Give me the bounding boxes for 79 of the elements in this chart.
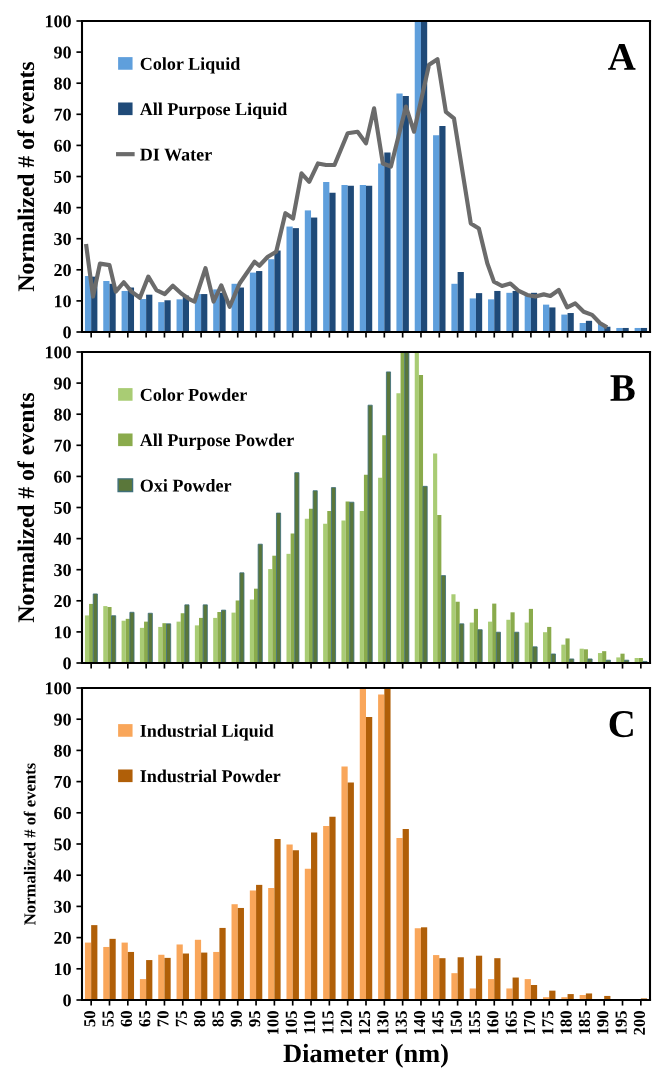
x-tick-label: 70	[157, 1011, 169, 1027]
x-tick-label: 165	[505, 1011, 517, 1035]
x-tick-label: 140	[413, 1011, 426, 1035]
x-tick-label: 145	[432, 1011, 444, 1035]
y-tick-label: 30	[54, 900, 71, 913]
y-tick-label: 30	[54, 232, 71, 246]
y-tick-label: 90	[54, 46, 71, 59]
legend-label: DI Water	[140, 148, 212, 161]
y-tick-label: 10	[54, 963, 71, 976]
legend-label: Industrial Liquid	[140, 724, 274, 741]
y-tick-label: 100	[45, 682, 71, 695]
x-axis-title: Diameter (nm)	[283, 1043, 448, 1068]
y-axis-title: Normalized # of events	[23, 763, 36, 925]
x-tick-label: 175	[542, 1011, 554, 1035]
y-tick-label: 90	[54, 377, 71, 390]
x-tick-label: 125	[358, 1011, 371, 1035]
y-tick-label: 40	[53, 201, 71, 215]
y-tick-label: 10	[54, 295, 71, 308]
x-tick-label: 130	[377, 1011, 389, 1035]
x-tick-label: 150	[450, 1011, 462, 1035]
y-tick-label: 0	[63, 994, 71, 1007]
x-tick-label: 115	[322, 1011, 334, 1034]
y-tick-label: 50	[54, 501, 71, 514]
x-tick-label: 110	[303, 1011, 316, 1034]
x-tick-label: 120	[340, 1011, 352, 1035]
y-tick-label: 90	[54, 713, 71, 726]
x-tick-label: 95	[249, 1011, 261, 1027]
y-tick-label: 100	[45, 346, 71, 359]
y-tick-label: 20	[54, 264, 71, 277]
y-tick-label: 40	[53, 869, 71, 882]
legend-label: Oxi Powder	[140, 478, 232, 492]
x-tick-label: 135	[395, 1011, 407, 1035]
x-tick-label: 65	[139, 1011, 151, 1027]
y-tick-label: 100	[45, 15, 71, 28]
legend-label: All Purpose Liquid	[139, 102, 288, 119]
legend-label: All Purpose Powder	[139, 433, 294, 450]
y-tick-label: 80	[54, 744, 71, 757]
y-tick-label: 60	[54, 139, 71, 152]
y-tick-label: 80	[54, 408, 71, 421]
x-tick-label: 50	[84, 1011, 96, 1027]
x-tick-label: 185	[578, 1011, 591, 1035]
y-axis-title: Normalized # of events	[17, 393, 35, 623]
annotation: C	[609, 711, 633, 738]
y-tick-label: 0	[63, 657, 71, 670]
y-tick-label: 50	[54, 838, 71, 851]
y-tick-label: 30	[54, 563, 71, 577]
x-tick-label: 155	[468, 1011, 481, 1035]
y-tick-label: 20	[54, 931, 71, 945]
x-tick-label: 85	[212, 1011, 224, 1027]
x-tick-label: 80	[194, 1011, 206, 1027]
x-tick-label: 75	[175, 1011, 187, 1027]
x-tick-label: 90	[230, 1011, 242, 1027]
legend-label: Industrial Powder	[140, 769, 281, 783]
x-tick-label: 180	[560, 1011, 572, 1035]
x-tick-label: 160	[487, 1011, 499, 1035]
x-tick-label: 100	[267, 1011, 279, 1035]
y-tick-label: 50	[54, 170, 71, 183]
legend-label: Color Liquid	[140, 57, 241, 74]
y-tick-label: 80	[54, 77, 71, 90]
x-tick-label: 55	[102, 1011, 114, 1027]
x-tick-label: 190	[597, 1011, 609, 1035]
y-tick-label: 40	[53, 532, 71, 546]
legend-label: Color Powder	[140, 388, 247, 401]
annotation: A	[608, 44, 636, 70]
y-tick-label: 60	[54, 470, 71, 483]
x-tick-label: 170	[523, 1011, 536, 1035]
y-tick-label: 70	[54, 439, 71, 452]
annotation: B	[610, 375, 635, 401]
y-tick-label: 0	[63, 326, 71, 339]
y-axis-title: Normalized # of events	[17, 62, 35, 292]
y-tick-label: 70	[54, 108, 71, 121]
y-tick-label: 20	[54, 595, 71, 608]
x-tick-label: 195	[615, 1011, 627, 1035]
x-tick-label: 200	[633, 1011, 646, 1035]
x-tick-label: 105	[285, 1011, 297, 1035]
y-tick-label: 10	[54, 626, 71, 639]
x-tick-label: 60	[120, 1011, 132, 1027]
y-tick-label: 60	[54, 807, 71, 820]
y-tick-label: 70	[54, 775, 71, 789]
